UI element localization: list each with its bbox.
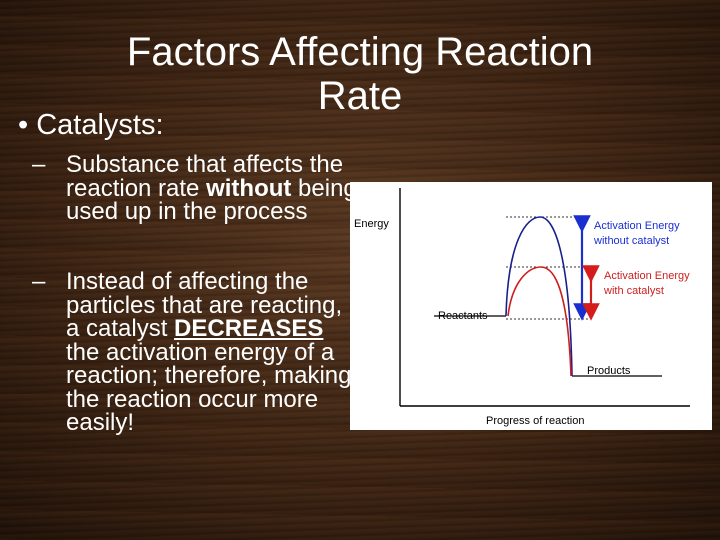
emphasis-without: without: [206, 174, 292, 202]
sub-item-definition: – Substance that affects the reaction ra…: [32, 153, 362, 224]
title-line-2: Rate: [317, 74, 403, 118]
bullet-marker: •: [18, 109, 29, 141]
energy-diagram-svg: Energy Progress of reaction Reactants Pr…: [354, 188, 690, 427]
label-activation-catalyzed-1: Activation Energy: [604, 270, 690, 282]
label-activation-catalyzed-2: with catalyst: [603, 285, 664, 297]
catalyzed-curve: [507, 266, 572, 377]
products-label: Products: [587, 365, 631, 377]
label-activation-uncatalyzed-2: without catalyst: [593, 235, 669, 247]
bullet-catalysts: • Catalysts:: [18, 108, 164, 142]
sub-item-text: Substance that affects the reaction rate…: [32, 153, 362, 224]
sub-item-text-part: being used up in the process: [66, 174, 357, 225]
sub-item-mechanism: – Instead of affecting the particles tha…: [32, 270, 362, 435]
title-line-1: Factors Affecting Reaction: [126, 30, 594, 74]
reactants-label: Reactants: [438, 310, 488, 322]
y-axis-label: Energy: [354, 218, 389, 230]
slide-title: Factors Affecting Reaction Rate: [0, 30, 720, 118]
x-axis-label: Progress of reaction: [486, 415, 584, 427]
energy-diagram: Energy Progress of reaction Reactants Pr…: [350, 182, 712, 430]
sub-item-text-part: Instead of affecting the particles that …: [66, 268, 343, 342]
bullet-text: Catalysts:: [36, 109, 164, 141]
label-activation-uncatalyzed-1: Activation Energy: [594, 220, 680, 232]
sub-item-marker: –: [32, 268, 46, 295]
emphasis-decreases: DECREASES: [174, 315, 324, 342]
sub-item-text-part: the activation energy of a reaction; the…: [66, 338, 352, 436]
uncatalyzed-curve: [505, 216, 573, 377]
sub-item-text-part: Substance that affects the reaction rate: [66, 151, 344, 202]
sub-item-marker: –: [32, 151, 46, 178]
sub-item-text: Instead of affecting the particles that …: [32, 270, 362, 435]
